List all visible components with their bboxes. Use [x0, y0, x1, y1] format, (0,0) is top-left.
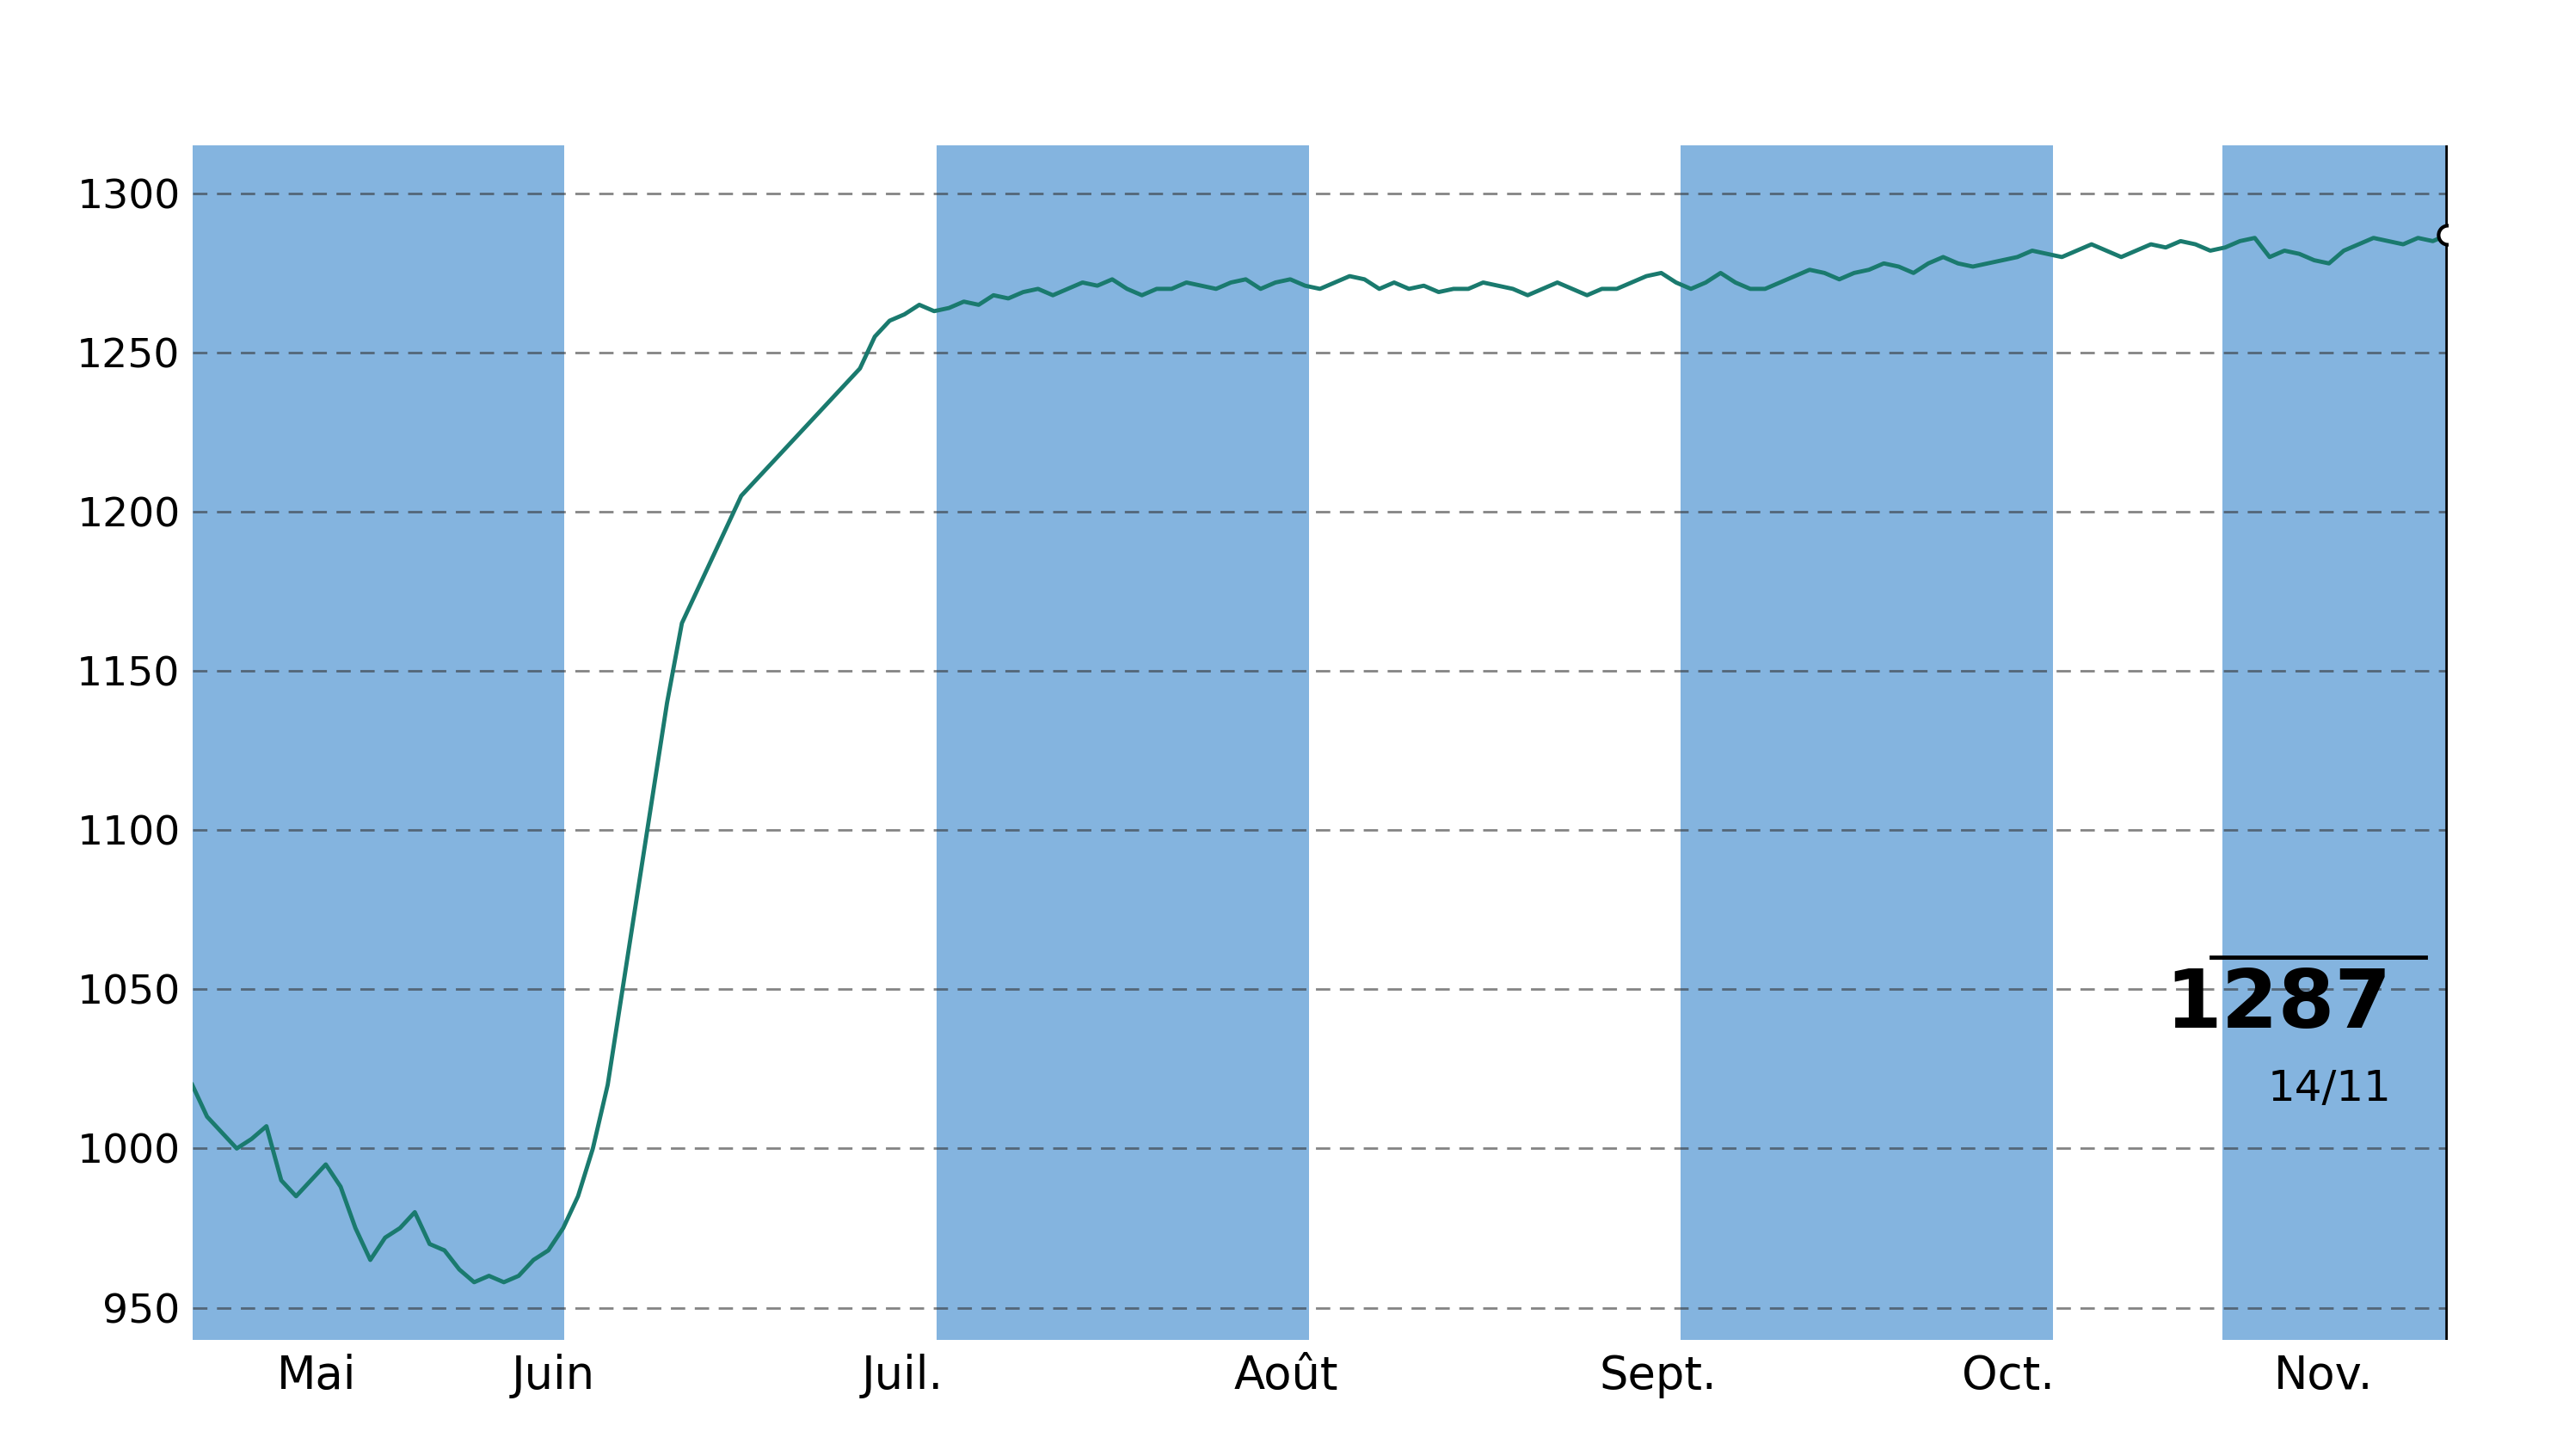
Text: 1287: 1287: [2166, 965, 2391, 1045]
Text: Britvic PLC: Britvic PLC: [953, 13, 1610, 118]
Bar: [192, 146, 564, 1340]
Bar: [2222, 146, 2448, 1340]
Bar: [1681, 146, 2053, 1340]
Text: 14/11: 14/11: [2268, 1069, 2391, 1109]
Bar: [935, 146, 1310, 1340]
